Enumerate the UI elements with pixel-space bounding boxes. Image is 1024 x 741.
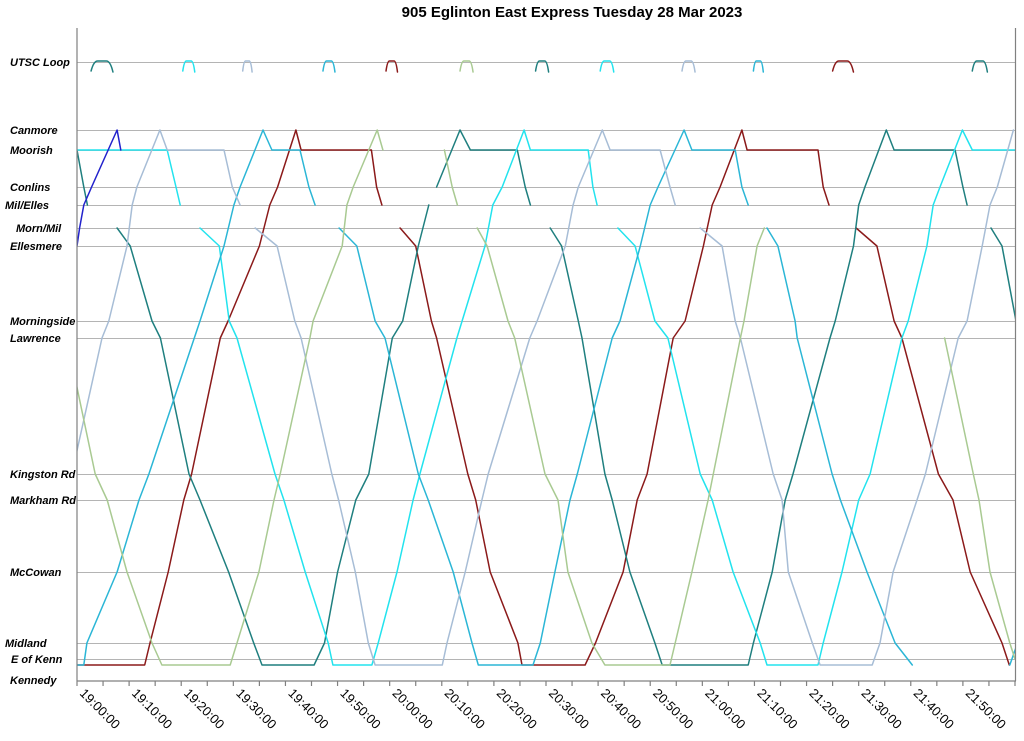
utsc-loop-arc bbox=[599, 60, 615, 73]
vehicle-trace bbox=[199, 129, 598, 666]
x-tick-label: 19:10:00 bbox=[129, 686, 175, 732]
station-label-kingston-rd: Kingston Rd bbox=[10, 469, 76, 481]
vehicle-trace bbox=[116, 204, 430, 666]
vehicle-trace bbox=[399, 129, 830, 666]
x-tick-label: 21:50:00 bbox=[963, 686, 1009, 732]
vehicle-trace bbox=[549, 129, 968, 666]
station-label-conlins: Conlins bbox=[10, 182, 50, 194]
utsc-loop-arc bbox=[385, 60, 399, 73]
vehicle-trace bbox=[855, 227, 1011, 666]
x-tick-label: 19:20:00 bbox=[181, 686, 227, 732]
vehicle-trace bbox=[699, 129, 1015, 666]
x-tick-label: 20:30:00 bbox=[546, 686, 592, 732]
x-axis-ticks bbox=[76, 681, 1016, 686]
utsc-loop-arc bbox=[752, 60, 765, 73]
utsc-loop-arc bbox=[459, 60, 474, 73]
station-label-morningside: Morningside bbox=[10, 316, 75, 328]
vehicle-trace bbox=[77, 129, 384, 666]
vehicle-trace bbox=[338, 129, 749, 666]
utsc-loop-arc bbox=[241, 60, 253, 73]
utsc-loop-arc bbox=[831, 60, 855, 73]
x-axis-tick-labels: 19:00:00 19:10:00 19:20:00 19:30:00 19:40:00… bbox=[77, 686, 1009, 732]
station-label-e-of-kenn: E of Kenn bbox=[11, 654, 63, 666]
x-tick-label: 21:40:00 bbox=[911, 686, 957, 732]
x-tick-label: 21:20:00 bbox=[806, 686, 852, 732]
vehicle-trace bbox=[435, 129, 532, 206]
station-label-moorish: Moorish bbox=[10, 145, 53, 157]
vehicle-trace bbox=[254, 129, 676, 666]
vehicle-trace bbox=[443, 149, 459, 206]
station-label-morn-mil: Morn/Mil bbox=[16, 223, 62, 235]
gridlines bbox=[77, 62, 1016, 660]
vehicle-trace bbox=[990, 227, 1016, 322]
station-label-canmore: Canmore bbox=[10, 125, 58, 137]
station-label-ellesmere: Ellesmere bbox=[10, 241, 62, 253]
vehicle-trace bbox=[77, 129, 241, 455]
vehicle-trace bbox=[617, 129, 1016, 666]
x-tick-label: 19:40:00 bbox=[285, 686, 331, 732]
station-label-lawrence: Lawrence bbox=[10, 333, 61, 345]
vehicle-trace bbox=[77, 129, 122, 247]
vehicle-trace bbox=[77, 149, 89, 206]
chart-title: 905 Eglinton East Express Tuesday 28 Mar… bbox=[402, 4, 743, 21]
utsc-loop-arc bbox=[182, 60, 196, 73]
station-label-markham-rd: Markham Rd bbox=[10, 495, 76, 507]
station-label-kennedy: Kennedy bbox=[10, 675, 57, 687]
utsc-loop-arc bbox=[90, 60, 114, 73]
vehicle-trace bbox=[943, 337, 1016, 660]
x-tick-label: 20:10:00 bbox=[442, 686, 488, 732]
x-tick-label: 19:00:00 bbox=[77, 686, 123, 732]
utsc-loop-arc bbox=[322, 60, 336, 73]
vehicle-trace bbox=[766, 227, 914, 666]
vehicle-trace bbox=[77, 129, 383, 666]
x-tick-label: 20:40:00 bbox=[598, 686, 644, 732]
vehicle-traces bbox=[77, 60, 1016, 666]
vehicle-trace bbox=[476, 227, 766, 666]
x-tick-label: 19:50:00 bbox=[337, 686, 383, 732]
vehicle-trace bbox=[77, 149, 181, 206]
station-label-mil-elles: Mil/Elles bbox=[5, 200, 49, 212]
station-label-midland: Midland bbox=[5, 638, 47, 650]
utsc-loop-arc bbox=[681, 60, 696, 73]
utsc-loop-arc bbox=[534, 60, 550, 73]
vehicle-trace bbox=[77, 129, 316, 666]
utsc-loop-arc bbox=[971, 60, 989, 73]
x-tick-label: 20:00:00 bbox=[390, 686, 436, 732]
x-tick-label: 21:00:00 bbox=[702, 686, 748, 732]
y-axis-station-labels: UTSC Loop Canmore Moorish Conlins Mil/Elles M… bbox=[5, 57, 76, 687]
x-tick-label: 21:10:00 bbox=[754, 686, 800, 732]
x-tick-label: 19:30:00 bbox=[233, 686, 279, 732]
station-label-utsc-loop: UTSC Loop bbox=[10, 57, 70, 69]
x-tick-label: 21:30:00 bbox=[859, 686, 905, 732]
x-tick-label: 20:50:00 bbox=[650, 686, 696, 732]
station-label-mccowan: McCowan bbox=[10, 567, 62, 579]
x-tick-label: 20:20:00 bbox=[494, 686, 540, 732]
